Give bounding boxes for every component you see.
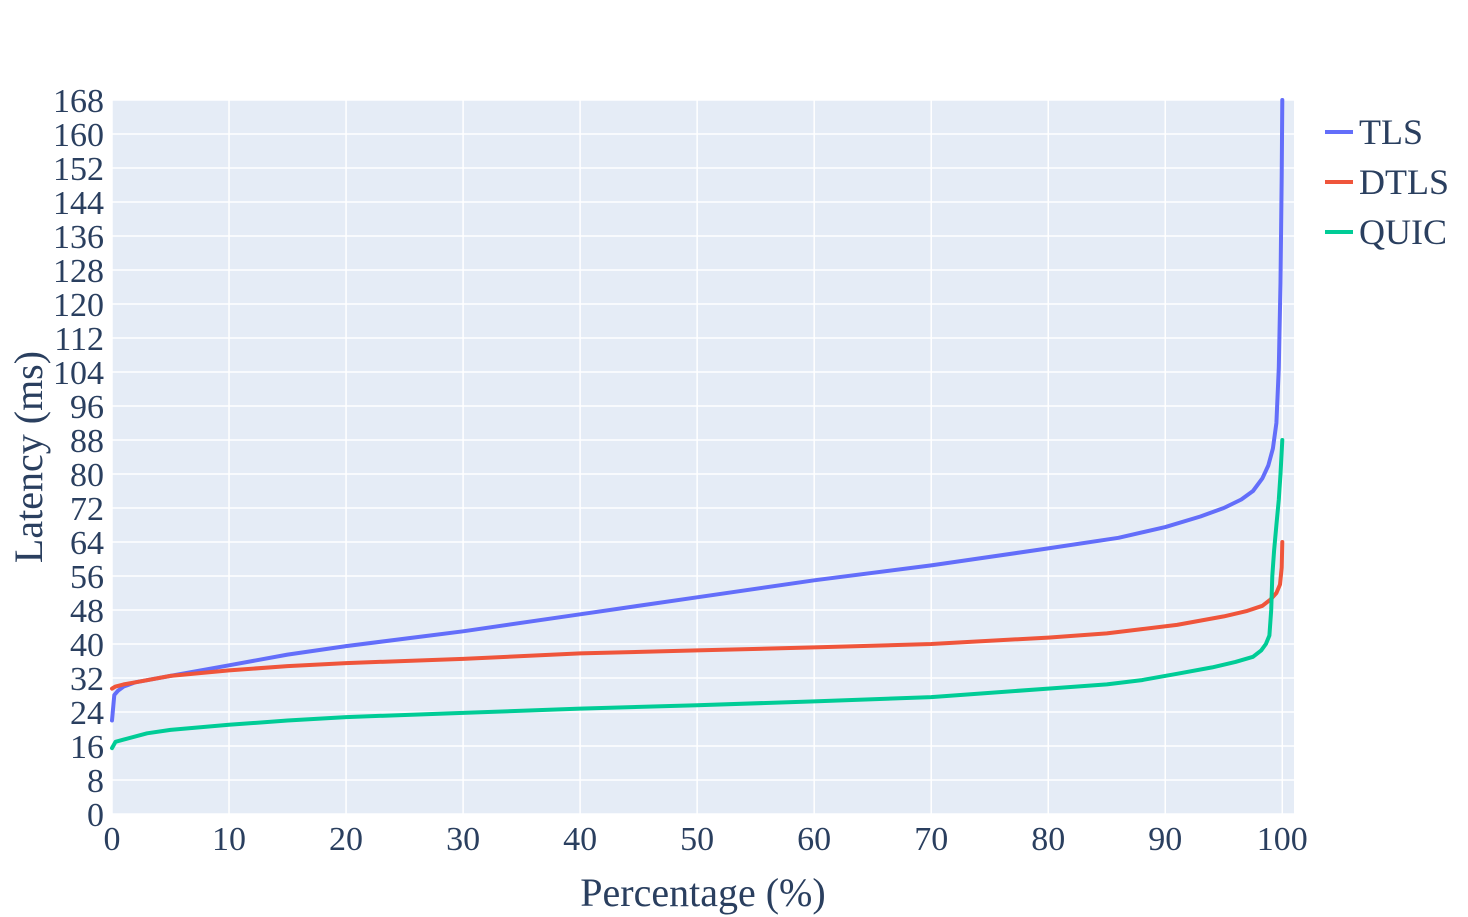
y-tick-label: 144 [53, 185, 104, 222]
x-axis-tick-labels: 0 10 20 30 40 50 60 70 80 90 100 [104, 821, 1308, 858]
legend[interactable]: TLS DTLS QUIC [1325, 112, 1449, 252]
series-line-quic [110, 438, 1285, 751]
y-tick-label: 16 [70, 729, 104, 766]
y-tick-label: 104 [53, 355, 104, 392]
x-tick-label: 60 [797, 821, 831, 858]
y-tick-label: 168 [53, 83, 104, 120]
y-tick-label: 80 [70, 457, 104, 494]
x-tick-label: 40 [563, 821, 597, 858]
y-tick-label: 128 [53, 253, 104, 290]
y-tick-label: 88 [70, 423, 104, 460]
legend-label: TLS [1359, 112, 1423, 152]
legend-item-quic[interactable]: QUIC [1325, 212, 1447, 252]
y-axis-title: Latency (ms) [6, 351, 51, 563]
legend-label: QUIC [1359, 212, 1447, 252]
y-tick-label: 40 [70, 627, 104, 664]
y-tick-label: 112 [54, 321, 104, 358]
x-tick-label: 0 [104, 821, 121, 858]
y-tick-label: 136 [53, 219, 104, 256]
x-axis-title: Percentage (%) [580, 870, 825, 915]
y-tick-label: 120 [53, 287, 104, 324]
x-tick-label: 100 [1257, 821, 1308, 858]
y-tick-label: 48 [70, 593, 104, 630]
x-tick-label: 70 [914, 821, 948, 858]
y-axis-tick-labels: 0816243240485664728088961041121201281361… [53, 83, 104, 834]
y-tick-label: 72 [70, 491, 104, 528]
y-tick-label: 32 [70, 661, 104, 698]
y-tick-label: 24 [70, 695, 104, 732]
x-tick-label: 10 [212, 821, 246, 858]
y-tick-label: 56 [70, 559, 104, 596]
y-tick-label: 160 [53, 117, 104, 154]
x-tick-label: 90 [1148, 821, 1182, 858]
legend-item-tls[interactable]: TLS [1325, 112, 1423, 152]
y-tick-label: 8 [87, 763, 104, 800]
x-tick-label: 80 [1031, 821, 1065, 858]
series-line-dtls [110, 540, 1285, 691]
x-tick-label: 50 [680, 821, 714, 858]
y-tick-label: 152 [53, 151, 104, 188]
series-lines [110, 98, 1285, 751]
y-tick-label: 0 [87, 797, 104, 834]
legend-item-dtls[interactable]: DTLS [1325, 162, 1449, 202]
legend-label: DTLS [1359, 162, 1449, 202]
y-tick-label: 64 [70, 525, 104, 562]
plot-background [112, 100, 1294, 814]
x-tick-label: 20 [329, 821, 363, 858]
x-tick-label: 30 [446, 821, 480, 858]
y-tick-label: 96 [70, 389, 104, 426]
